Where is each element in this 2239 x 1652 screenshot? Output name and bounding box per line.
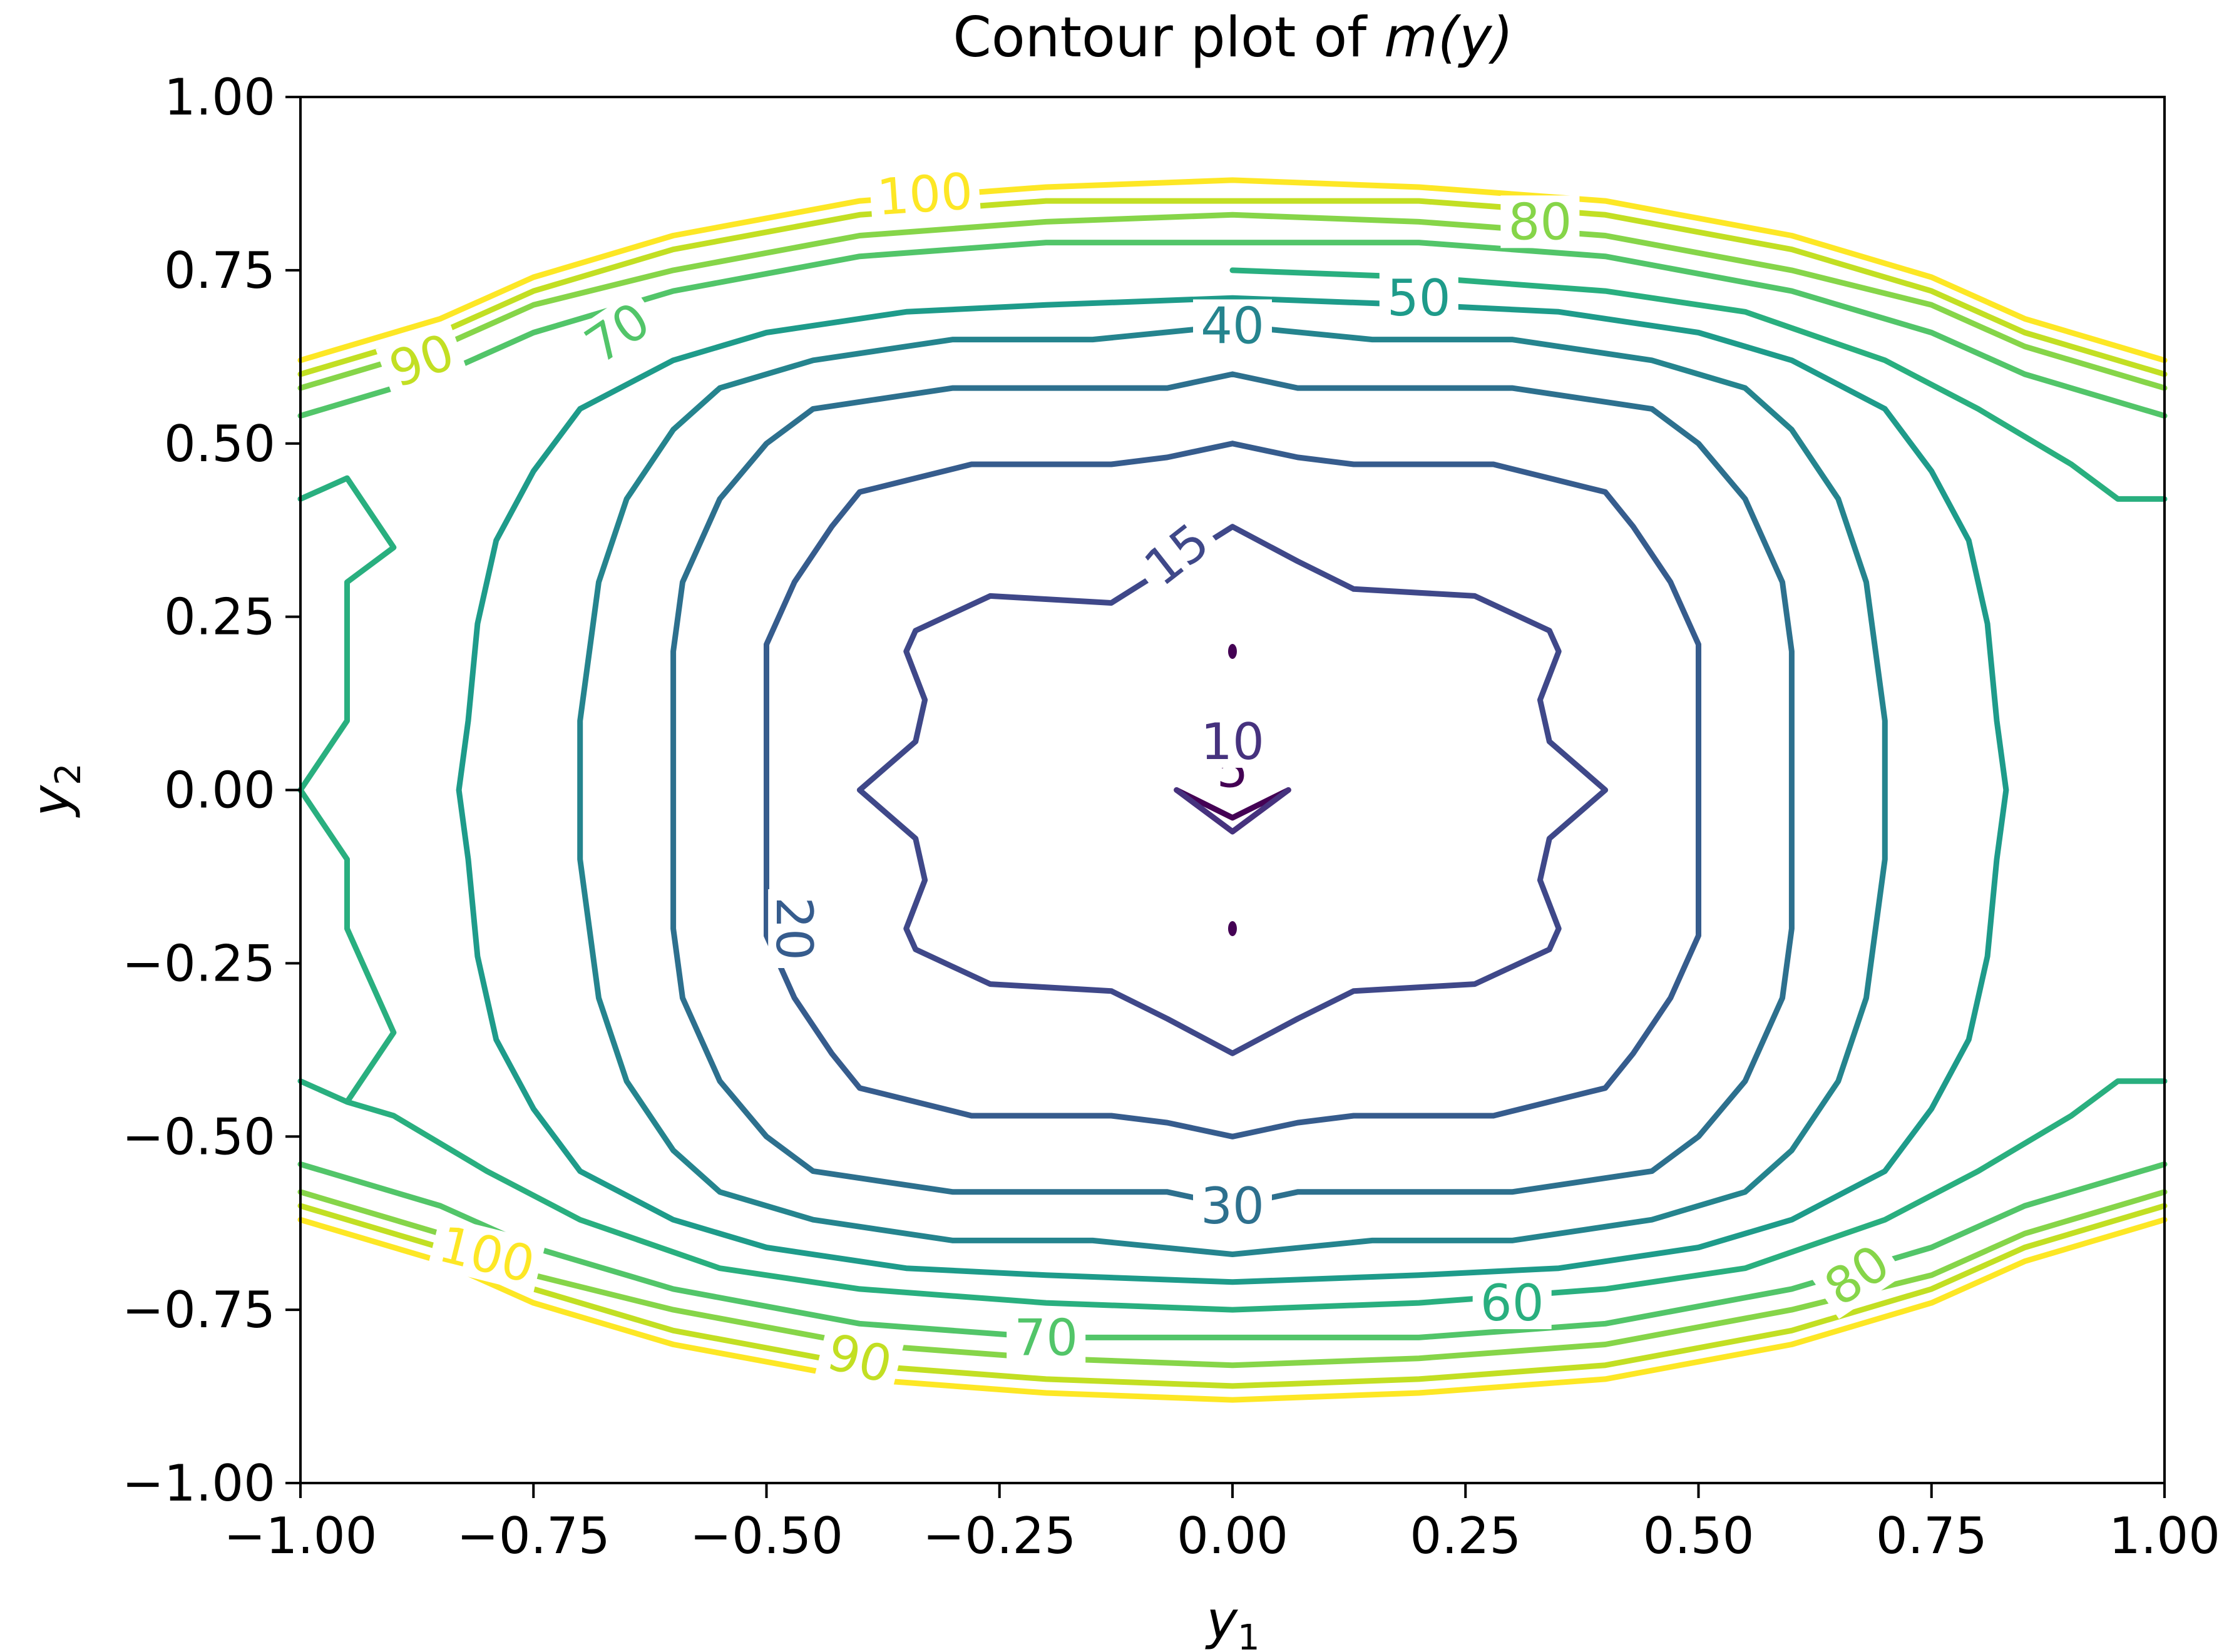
contour-label-bg: [428, 1215, 546, 1293]
x-tick-label: −1.00: [223, 1507, 377, 1565]
contour-label-text: 50: [1387, 269, 1451, 327]
contour-label-text: 100: [875, 162, 975, 227]
contour-label-bg: [868, 164, 981, 225]
y-tick-label: −0.50: [122, 1108, 275, 1166]
contour-label-80: 80: [1500, 193, 1580, 251]
y-tick-label: 1.00: [164, 68, 275, 126]
y-tick-label: 0.75: [164, 242, 275, 300]
contour-label-bg: [570, 288, 665, 377]
contour-label-text: 70: [1014, 1308, 1078, 1367]
chart-title: Contour plot of m(y): [953, 5, 1513, 69]
x-tick-label: −0.75: [457, 1507, 610, 1565]
y-tick-label: 0.50: [164, 415, 275, 473]
contour-label-bg: [1007, 1311, 1086, 1364]
x-axis-label: y1: [1204, 1589, 1259, 1652]
contour-label-50: 50: [1379, 269, 1458, 327]
contour-label-bg: [376, 322, 468, 399]
x-tick-label: −0.50: [690, 1507, 843, 1565]
contour-label-bg: [1809, 1231, 1905, 1319]
contour-line-80: [297, 212, 2168, 1369]
contour-label-text: 30: [1201, 1177, 1264, 1235]
contour-line-20: [764, 441, 1701, 1140]
saddle-point-mark: [1228, 644, 1237, 659]
contour-label-text: 60: [1480, 1274, 1544, 1332]
contour-label-100: 100: [428, 1215, 546, 1295]
contour-label-20: 20: [765, 889, 823, 968]
contour-label-100: 100: [868, 162, 981, 227]
contour-label-10: 10: [1193, 713, 1272, 771]
contour-label-text: 10: [1201, 713, 1264, 771]
y-tick-label: 0.25: [164, 588, 275, 646]
x-tick-label: 0.25: [1410, 1507, 1521, 1565]
contour-label-bg: [1193, 299, 1272, 352]
contour-line-60: [297, 267, 2168, 1313]
contour-label-30: 30: [1193, 1177, 1272, 1235]
y-tick-label: 0.00: [164, 762, 275, 820]
contour-label-bg: [1472, 1277, 1552, 1330]
contour-label-bg: [1500, 195, 1580, 248]
y-tick-label: −0.75: [122, 1281, 275, 1339]
contour-line-70: [297, 240, 2168, 1340]
contour-line-50: [456, 295, 2009, 1285]
contour-line-10: [1174, 787, 1291, 835]
contour-label-70: 70: [1007, 1308, 1086, 1367]
contour-label-text: 20: [765, 897, 823, 961]
contour-label-bg: [815, 1323, 904, 1394]
x-tick-label: 0.75: [1876, 1507, 1987, 1565]
x-tick-label: 1.00: [2109, 1507, 2220, 1565]
contour-line-5: [1174, 787, 1291, 821]
contour-label-bg: [1129, 509, 1224, 599]
contour-label-bg: [768, 889, 821, 968]
y-tick-label: −0.25: [122, 934, 275, 992]
contour-label-bg: [1379, 272, 1458, 325]
contour-label-90: 90: [376, 322, 468, 399]
contour-line-15: [856, 524, 1609, 1056]
contour-label-bg: [1193, 715, 1272, 768]
contour-line-90: [297, 198, 2168, 1389]
contour-label-60: 60: [1472, 1274, 1552, 1332]
x-tick-label: −0.25: [923, 1507, 1076, 1565]
contour-line-40: [577, 323, 1888, 1257]
contour-line-100: [297, 177, 2168, 1403]
tick-marks: −1.00 −0.75 −0.50 −0.25 0.00 0.25 0.50 0.75 1.00…: [122, 68, 2220, 1565]
y-axis-label: y2: [20, 763, 89, 818]
contour-label-40: 40: [1193, 297, 1272, 355]
x-tick-label: 0.50: [1642, 1507, 1754, 1565]
x-tick-label: 0.00: [1177, 1507, 1288, 1565]
contour-label-text: 80: [1508, 193, 1572, 251]
saddle-point-mark: [1228, 921, 1237, 936]
contour-label-text: 40: [1201, 297, 1264, 355]
contour-label-bg: [1193, 1180, 1272, 1232]
y-tick-label: −1.00: [122, 1454, 275, 1512]
